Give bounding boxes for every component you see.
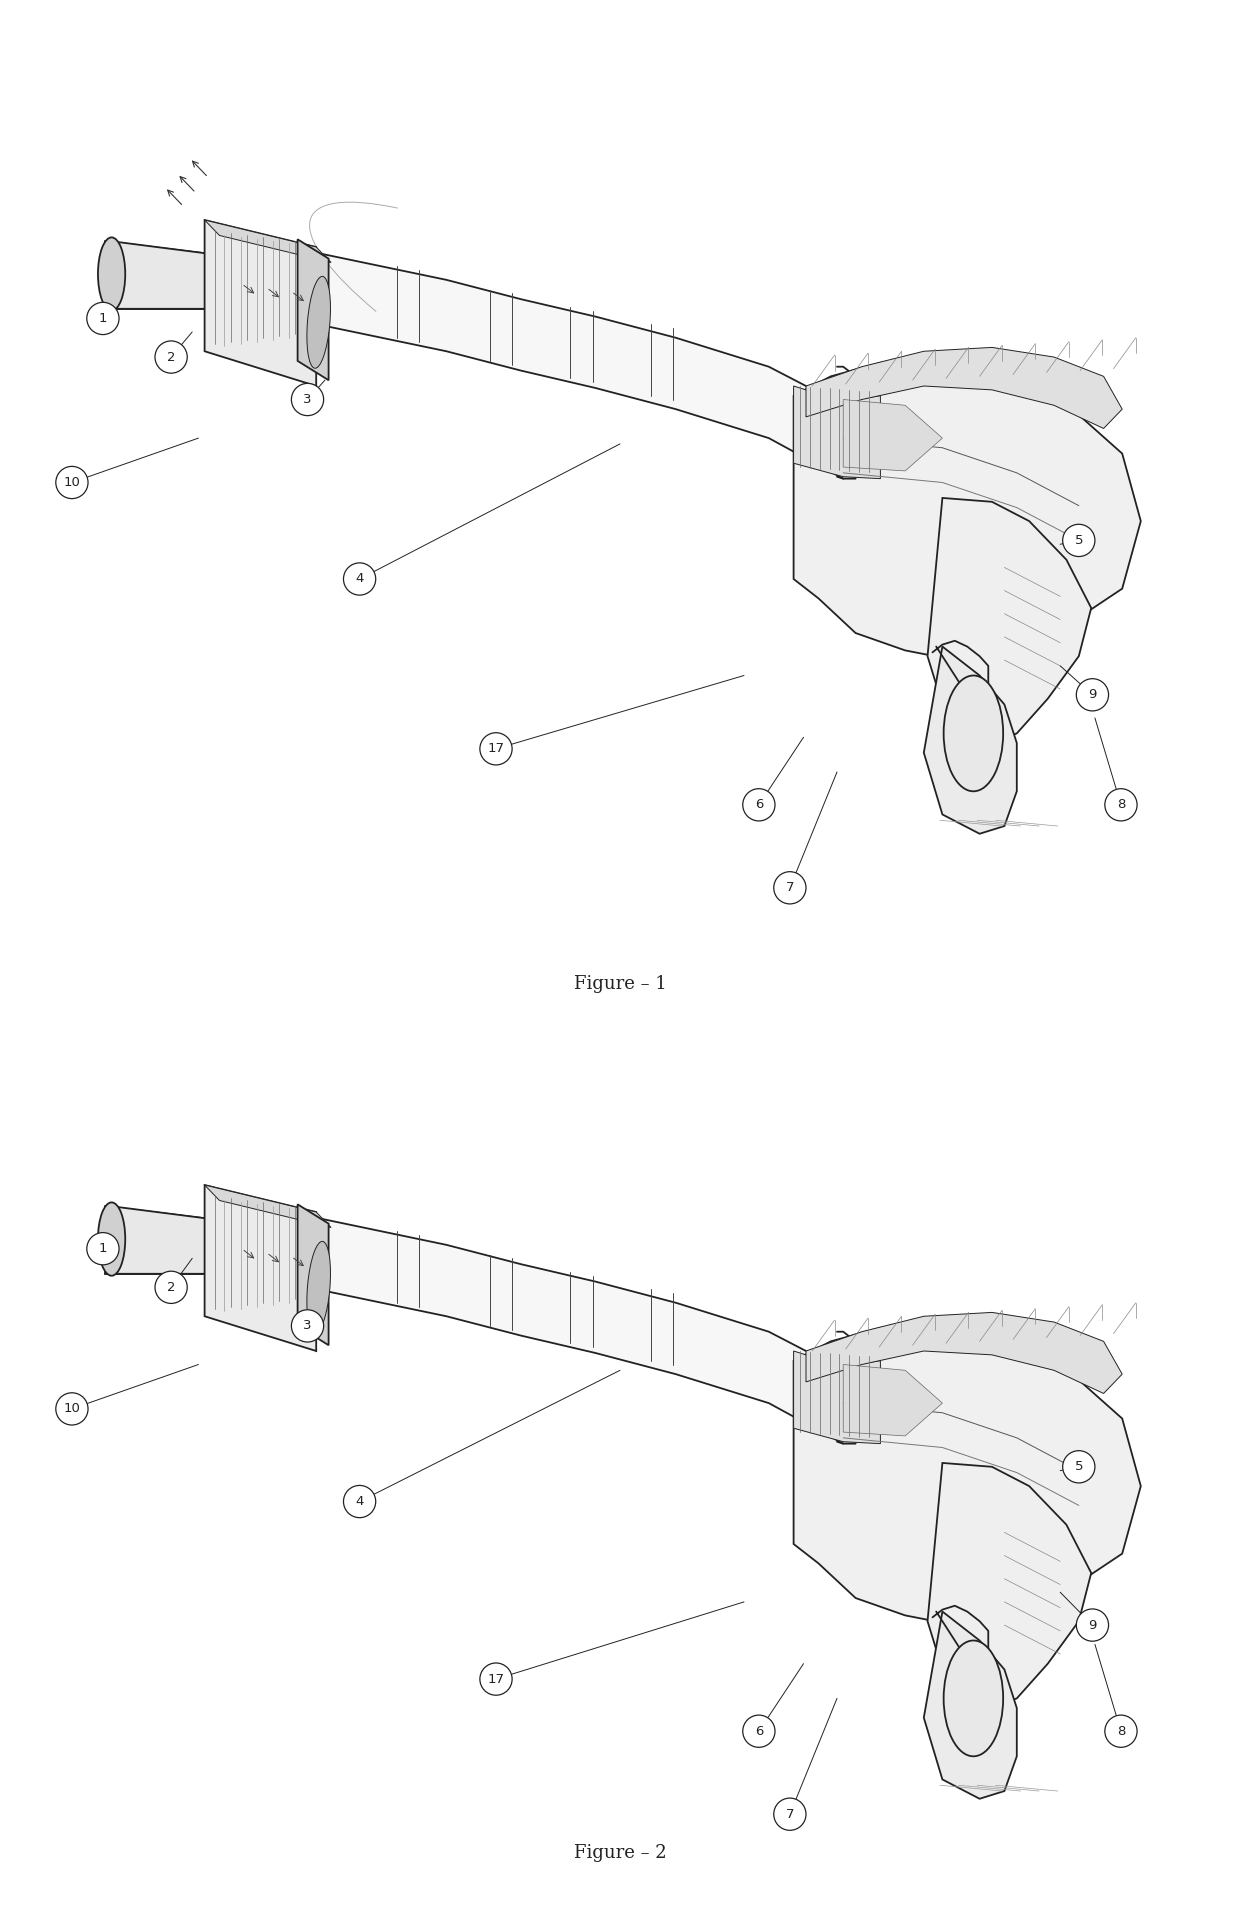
- Polygon shape: [794, 1322, 1141, 1625]
- Text: 6: 6: [755, 1725, 763, 1737]
- Ellipse shape: [291, 1310, 324, 1341]
- Ellipse shape: [774, 872, 806, 903]
- Text: 1: 1: [99, 313, 107, 324]
- Polygon shape: [924, 1612, 1017, 1799]
- Ellipse shape: [480, 1664, 512, 1695]
- Polygon shape: [794, 357, 1141, 660]
- Polygon shape: [928, 1463, 1091, 1708]
- Ellipse shape: [480, 733, 512, 764]
- Ellipse shape: [944, 676, 1003, 791]
- Text: 10: 10: [63, 477, 81, 488]
- Polygon shape: [924, 647, 1017, 834]
- Text: 4: 4: [356, 1496, 363, 1507]
- Ellipse shape: [743, 789, 775, 820]
- Text: 8: 8: [1117, 799, 1125, 811]
- Polygon shape: [298, 1204, 329, 1345]
- Ellipse shape: [56, 1393, 88, 1424]
- Ellipse shape: [306, 276, 331, 369]
- Text: 2: 2: [167, 1282, 175, 1293]
- Text: 10: 10: [63, 1403, 81, 1415]
- Polygon shape: [205, 220, 331, 262]
- Polygon shape: [205, 1185, 331, 1227]
- Polygon shape: [928, 498, 1091, 743]
- Text: Figure – 2: Figure – 2: [574, 1843, 666, 1862]
- Text: 3: 3: [304, 1320, 311, 1332]
- Polygon shape: [112, 1206, 217, 1274]
- Text: 5: 5: [1075, 1461, 1083, 1473]
- Ellipse shape: [155, 342, 187, 372]
- Polygon shape: [843, 1365, 942, 1436]
- Text: 7: 7: [786, 882, 794, 894]
- Text: 4: 4: [356, 573, 363, 585]
- Text: Figure – 1: Figure – 1: [574, 975, 666, 994]
- Polygon shape: [806, 347, 1122, 428]
- Ellipse shape: [87, 1233, 119, 1264]
- Text: 3: 3: [304, 394, 311, 405]
- Ellipse shape: [98, 1202, 125, 1276]
- Polygon shape: [794, 1351, 880, 1444]
- Text: 6: 6: [755, 799, 763, 811]
- Polygon shape: [308, 251, 843, 479]
- Text: 8: 8: [1117, 1725, 1125, 1737]
- Ellipse shape: [1076, 679, 1109, 710]
- Text: 9: 9: [1089, 689, 1096, 701]
- Polygon shape: [843, 400, 942, 471]
- Ellipse shape: [98, 237, 125, 311]
- Text: 7: 7: [786, 1808, 794, 1820]
- Ellipse shape: [291, 384, 324, 415]
- Ellipse shape: [56, 467, 88, 498]
- Ellipse shape: [306, 1241, 331, 1334]
- Ellipse shape: [343, 564, 376, 594]
- Ellipse shape: [1105, 789, 1137, 820]
- Text: 1: 1: [99, 1243, 107, 1254]
- Ellipse shape: [343, 1486, 376, 1517]
- Text: 2: 2: [167, 351, 175, 363]
- Polygon shape: [205, 1185, 316, 1351]
- Polygon shape: [205, 220, 316, 386]
- Ellipse shape: [155, 1272, 187, 1303]
- Ellipse shape: [1076, 1610, 1109, 1640]
- Ellipse shape: [87, 303, 119, 334]
- Text: 5: 5: [1075, 535, 1083, 546]
- Ellipse shape: [1105, 1716, 1137, 1747]
- Ellipse shape: [774, 1799, 806, 1830]
- Polygon shape: [806, 1312, 1122, 1393]
- Ellipse shape: [743, 1716, 775, 1747]
- Text: 17: 17: [487, 1673, 505, 1685]
- Polygon shape: [794, 386, 880, 479]
- Ellipse shape: [1063, 1451, 1095, 1482]
- Polygon shape: [112, 241, 217, 309]
- Text: 9: 9: [1089, 1619, 1096, 1631]
- Ellipse shape: [944, 1640, 1003, 1756]
- Ellipse shape: [1063, 525, 1095, 556]
- Polygon shape: [298, 239, 329, 380]
- Text: 17: 17: [487, 743, 505, 755]
- Polygon shape: [308, 1216, 843, 1444]
